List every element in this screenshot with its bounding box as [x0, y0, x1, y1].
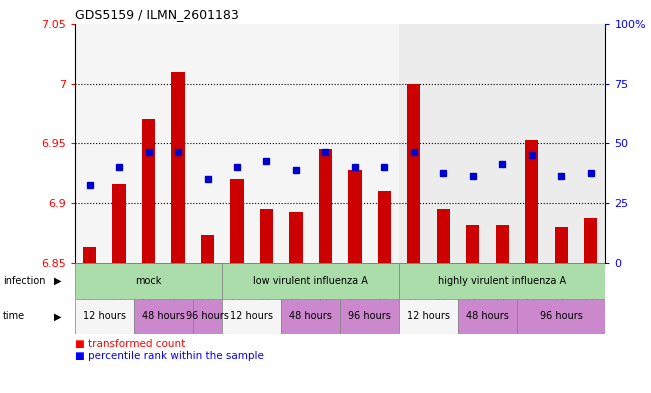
Text: 48 hours: 48 hours [142, 311, 185, 321]
Text: low virulent influenza A: low virulent influenza A [253, 276, 368, 286]
Bar [113, 184, 126, 263]
Bar [495, 225, 509, 263]
Bar [134, 299, 193, 334]
Text: highly virulent influenza A: highly virulent influenza A [438, 276, 566, 286]
Bar [222, 24, 252, 263]
Bar [399, 24, 428, 263]
Bar [222, 263, 399, 299]
Bar [142, 119, 155, 263]
Bar [311, 24, 340, 263]
Text: ▶: ▶ [54, 276, 62, 286]
Bar [546, 24, 576, 263]
Bar [584, 218, 598, 263]
Bar [252, 24, 281, 263]
Bar [193, 24, 222, 263]
Bar [517, 24, 546, 263]
Bar [399, 299, 458, 334]
Bar [281, 24, 311, 263]
Bar [458, 24, 488, 263]
Text: 12 hours: 12 hours [230, 311, 273, 321]
Text: ■ percentile rank within the sample: ■ percentile rank within the sample [75, 351, 264, 361]
Bar [408, 83, 421, 263]
Bar [555, 227, 568, 263]
Bar [576, 24, 605, 263]
Bar [75, 299, 134, 334]
Text: ▶: ▶ [54, 311, 62, 321]
Bar [340, 299, 399, 334]
Text: 12 hours: 12 hours [407, 311, 450, 321]
Bar [171, 72, 185, 263]
Bar [281, 299, 340, 334]
Text: GDS5159 / ILMN_2601183: GDS5159 / ILMN_2601183 [75, 8, 239, 21]
Bar [399, 263, 605, 299]
Bar [517, 299, 605, 334]
Text: infection: infection [3, 276, 46, 286]
Bar [370, 24, 399, 263]
Bar [348, 170, 361, 263]
Bar [222, 299, 281, 334]
Bar [260, 209, 273, 263]
Bar [378, 191, 391, 263]
Bar [458, 299, 517, 334]
Bar [75, 263, 222, 299]
Bar [83, 246, 96, 263]
Bar [75, 24, 104, 263]
Text: 48 hours: 48 hours [289, 311, 332, 321]
Bar [428, 24, 458, 263]
Text: 96 hours: 96 hours [186, 311, 229, 321]
Text: 12 hours: 12 hours [83, 311, 126, 321]
Bar [230, 179, 243, 263]
Bar [163, 24, 193, 263]
Bar [437, 209, 450, 263]
Bar [319, 149, 332, 263]
Bar [289, 212, 303, 263]
Bar [201, 235, 214, 263]
Bar [340, 24, 370, 263]
Bar [134, 24, 163, 263]
Bar [466, 225, 479, 263]
Bar [193, 299, 222, 334]
Text: time: time [3, 311, 25, 321]
Text: ■ transformed count: ■ transformed count [75, 339, 185, 349]
Text: 96 hours: 96 hours [540, 311, 583, 321]
Bar [488, 24, 517, 263]
Bar [104, 24, 134, 263]
Text: 48 hours: 48 hours [466, 311, 509, 321]
Bar [525, 140, 538, 263]
Text: mock: mock [135, 276, 161, 286]
Text: 96 hours: 96 hours [348, 311, 391, 321]
